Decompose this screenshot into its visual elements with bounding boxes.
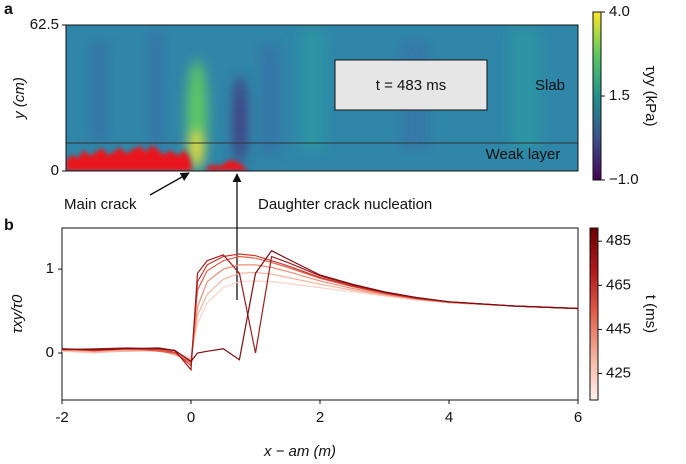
series-line xyxy=(61,249,579,363)
colorbar-tick-label: 1.5 xyxy=(609,87,630,104)
colorbar xyxy=(589,227,599,401)
panel-letter: b xyxy=(4,217,14,234)
x-tick-label: 0 xyxy=(187,409,195,426)
series-line xyxy=(61,264,579,363)
y-tick-label: 62.5 xyxy=(30,16,59,33)
arrow xyxy=(149,172,190,196)
colorbar-label: t (ms) xyxy=(642,295,659,333)
y-axis-label: y (cm) xyxy=(11,77,28,120)
generated: 0 62.5 4.0 1.5 −1.0 -2 0 2 4 6 0 1 425 445 465 485 xyxy=(30,3,639,426)
colorbar-tick-label: 465 xyxy=(606,276,631,293)
series-line xyxy=(61,255,579,365)
colorbar-tick-label: −1.0 xyxy=(609,171,639,188)
x-tick-label: 6 xyxy=(574,409,582,426)
colorbar-label: τyy (kPa) xyxy=(642,66,659,127)
y-tick-label: 0 xyxy=(46,344,54,361)
region-label: Slab xyxy=(535,77,565,94)
arrow-label: Daughter crack nucleation xyxy=(258,196,432,213)
series-line xyxy=(61,253,579,367)
annotation-box xyxy=(334,59,488,111)
y-axis-label: τxy/τ0 xyxy=(9,294,26,333)
series-line xyxy=(61,280,579,358)
series-line xyxy=(61,271,579,361)
colorbar-tick-label: 445 xyxy=(606,320,631,337)
colorbar xyxy=(592,11,602,181)
annotation: t = 483 ms xyxy=(376,77,446,94)
x-tick-label: -2 xyxy=(55,409,68,426)
plot-frame xyxy=(61,227,579,401)
plot-frame xyxy=(65,24,579,172)
y-tick-label: 0 xyxy=(51,162,59,179)
x-axis-label: x − am (m) xyxy=(263,443,336,460)
colorbar-tick-label: 485 xyxy=(606,232,631,249)
panel-letter: a xyxy=(4,1,13,18)
region-label: Weak layer xyxy=(486,146,561,163)
y-tick-label: 1 xyxy=(46,260,54,277)
x-tick-label: 2 xyxy=(316,409,324,426)
colorbar-tick-label: 4.0 xyxy=(609,3,630,20)
colorbar-tick-label: 425 xyxy=(606,365,631,382)
x-tick-label: 4 xyxy=(445,409,453,426)
arrow-label: Main crack xyxy=(64,196,137,213)
series-line xyxy=(61,254,579,372)
